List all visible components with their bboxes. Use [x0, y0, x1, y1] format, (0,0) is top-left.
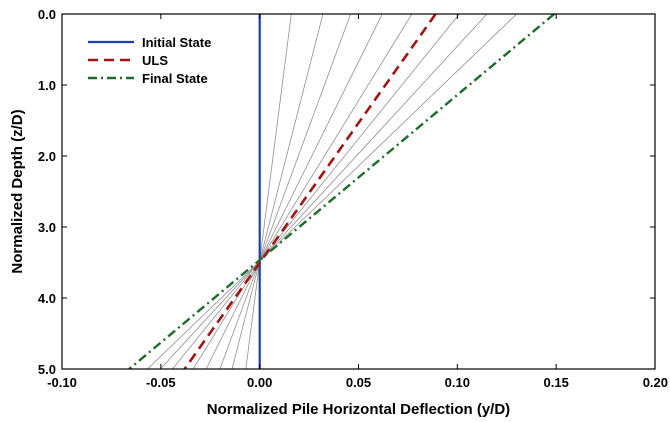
intermediate-line-4: [205, 14, 383, 369]
series-line-uls: [183, 14, 437, 369]
legend-label-final-state: Final State: [142, 71, 208, 86]
x-tick-label: 0.05: [346, 375, 371, 390]
y-tick-label: 4.0: [38, 291, 56, 306]
y-axis-label: Normalized Depth (z/D): [9, 109, 26, 273]
series-line-final-state: [128, 14, 555, 369]
y-tick-label: 1.0: [38, 78, 56, 93]
series-lines: [128, 14, 555, 369]
legend-label-uls: ULS: [142, 53, 168, 68]
y-tick-label: 0.0: [38, 7, 56, 22]
y-tick-label: 3.0: [38, 220, 56, 235]
x-axis-label: Normalized Pile Horizontal Deflection (y…: [207, 401, 510, 418]
intermediate-line-5: [192, 14, 413, 369]
legend: Initial State ULS Final State: [88, 35, 211, 86]
intermediate-line-6: [172, 14, 460, 369]
y-tick-label: 5.0: [38, 362, 56, 377]
intermediate-line-2: [231, 14, 324, 369]
intermediate-line-1: [245, 14, 292, 369]
x-tick-label: 0.00: [247, 375, 272, 390]
intermediate-line-7: [160, 14, 488, 369]
x-tick-label: 0.10: [445, 375, 470, 390]
x-axis: -0.10 -0.05 0.00 0.05 0.10 0.15 0.20: [47, 14, 668, 390]
y-tick-label: 2.0: [38, 149, 56, 164]
intermediate-line-3: [219, 14, 351, 369]
x-tick-label: 0.20: [643, 375, 668, 390]
legend-label-initial-state: Initial State: [142, 35, 211, 50]
intermediate-line-8: [147, 14, 517, 369]
x-tick-label: -0.05: [146, 375, 176, 390]
intermediate-lines: [147, 14, 517, 369]
x-tick-label: -0.10: [47, 375, 77, 390]
y-axis: 0.0 1.0 2.0 3.0 4.0 5.0: [38, 7, 655, 377]
x-tick-label: 0.15: [544, 375, 569, 390]
